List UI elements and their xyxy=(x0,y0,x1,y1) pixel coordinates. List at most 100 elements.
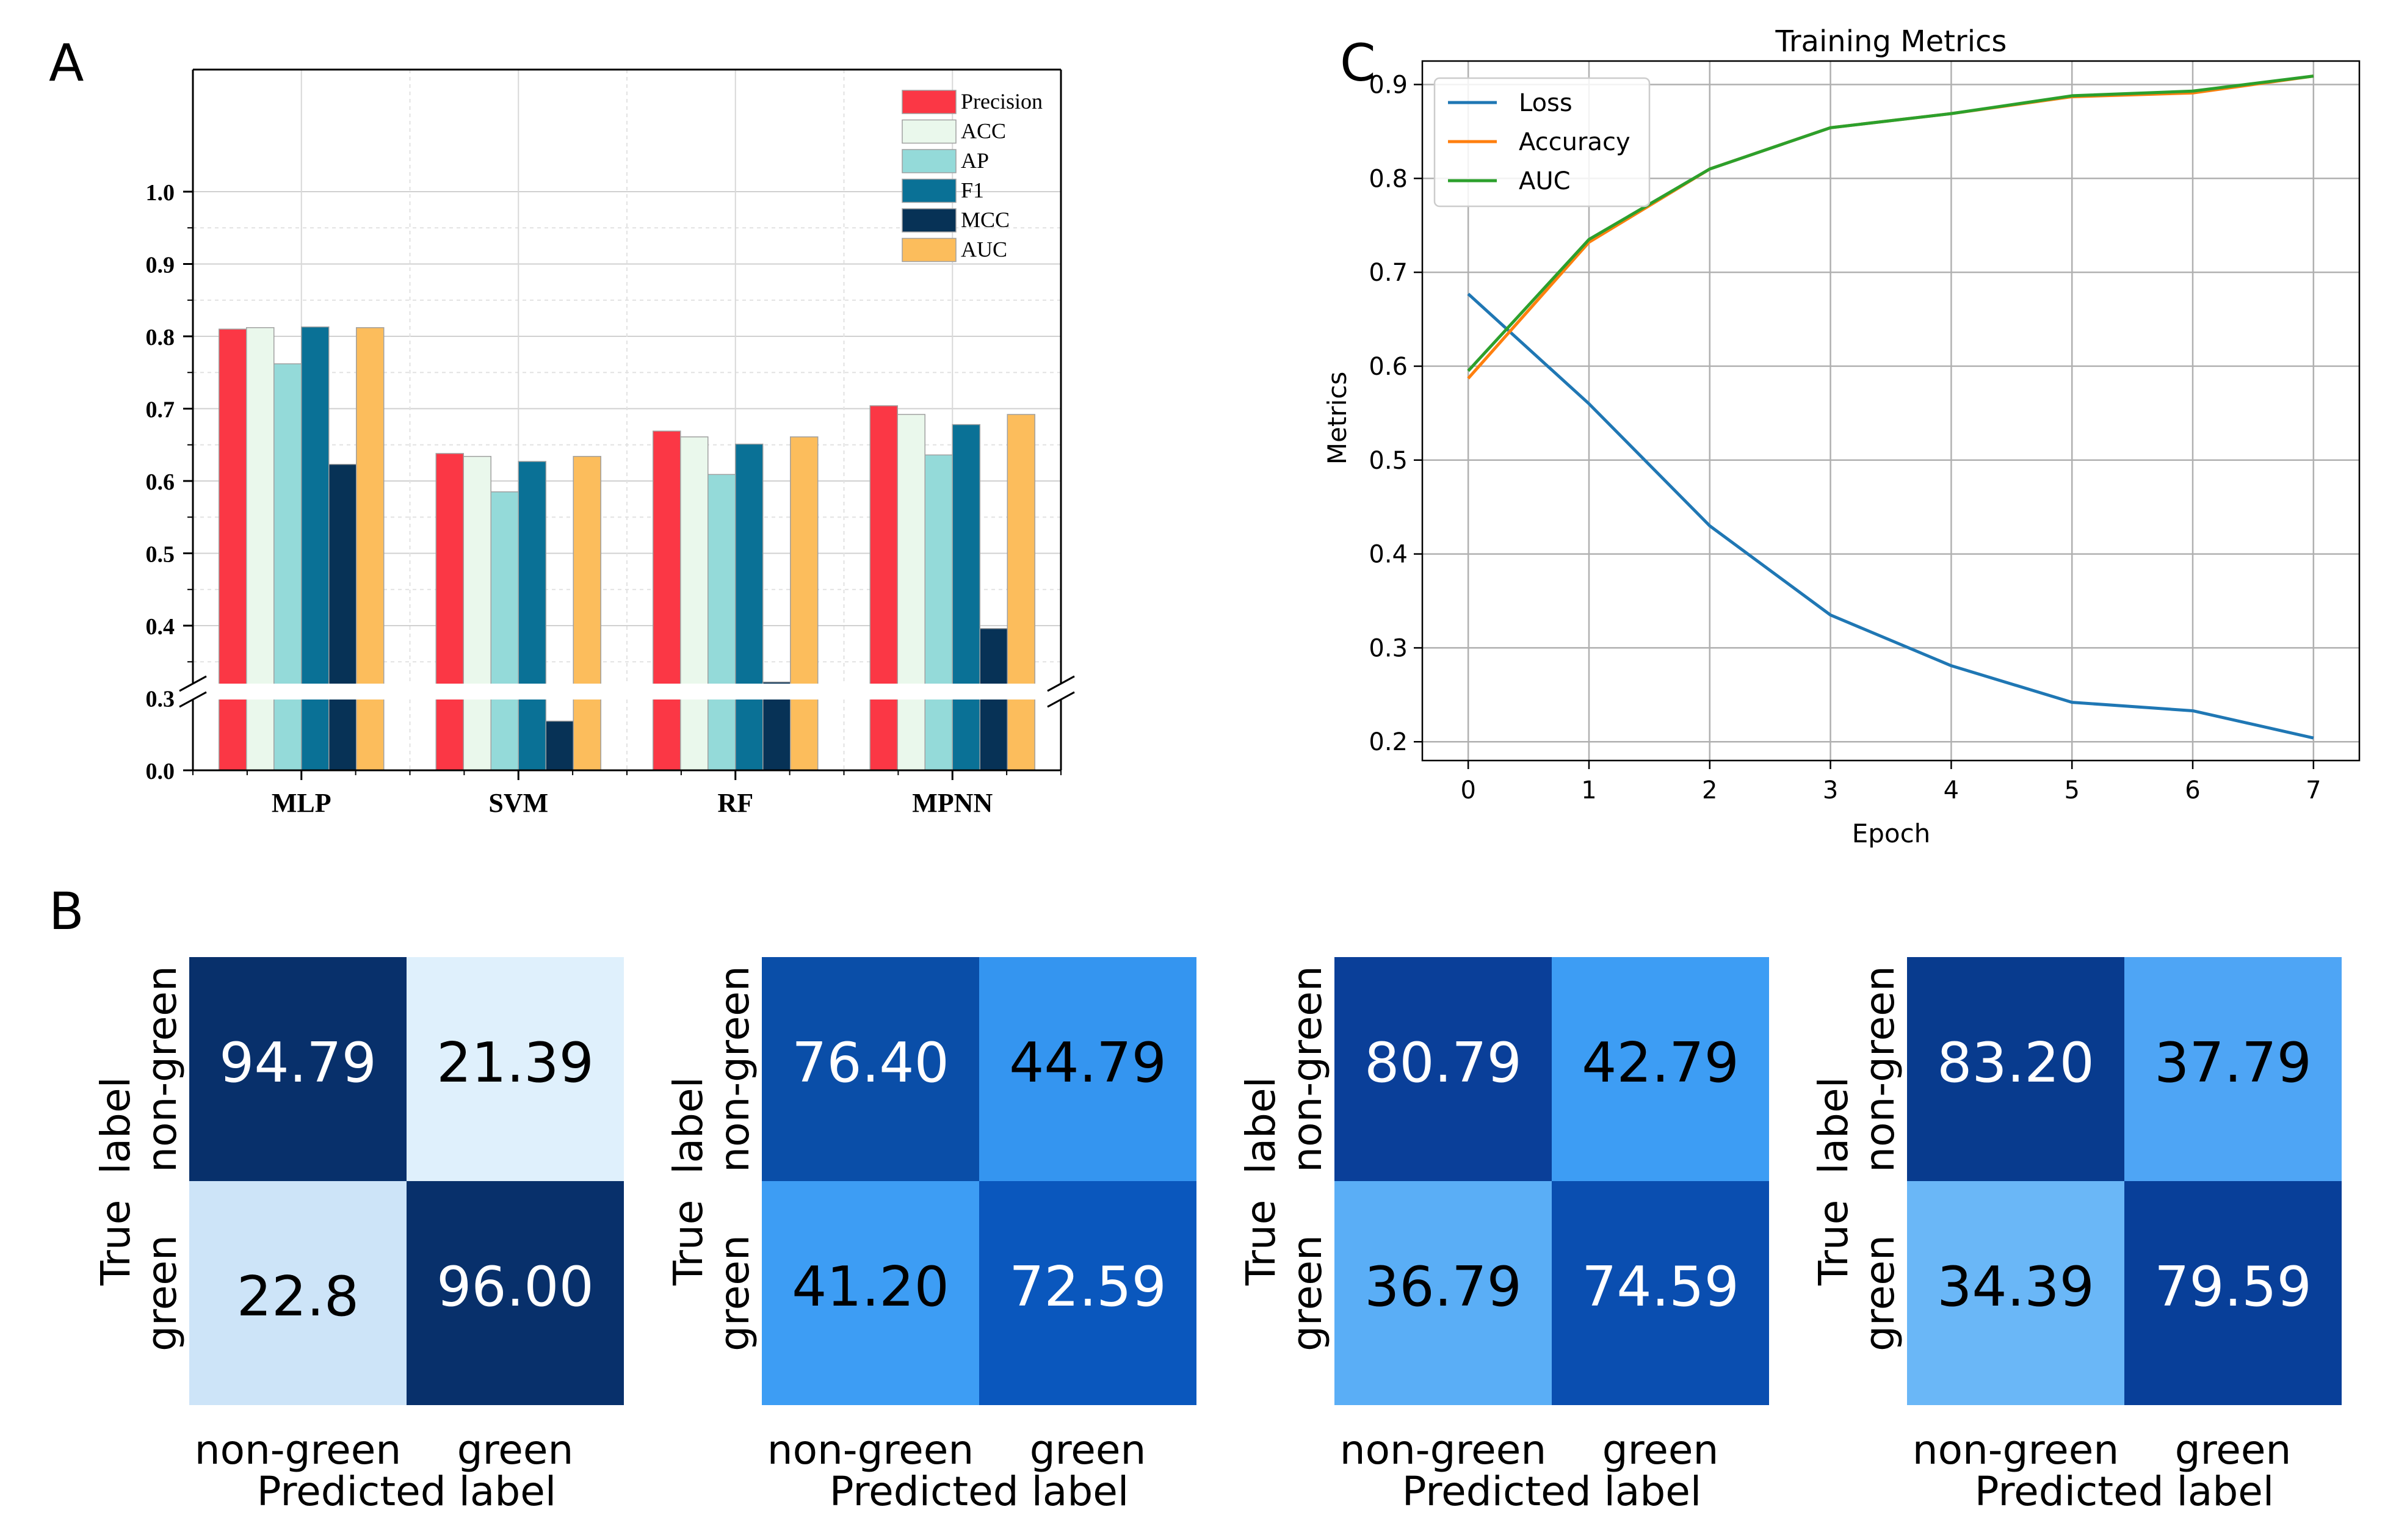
bar-mpnn-auc xyxy=(1007,414,1035,771)
matrix-y-axis-label: True label xyxy=(1237,1077,1284,1286)
matrix-y-tick-label: green xyxy=(711,1235,758,1351)
matrix-y-tick-label: non-green xyxy=(1284,966,1331,1172)
bar-mlp-f1 xyxy=(301,326,330,771)
matrix-x-tick-label: non-green xyxy=(1913,1426,2119,1473)
bar-category-label: SVM xyxy=(488,788,548,818)
line-chart-panel: Training Metrics Epoch Metrics 0 1 2 3 4 5 6 70… xyxy=(1322,24,2361,848)
matrix-cell xyxy=(1334,957,1552,1181)
bar-y-tick-label: 0.0 xyxy=(146,759,175,784)
line-y-tick-label: 0.6 xyxy=(1369,353,1408,381)
bar-rf-precision xyxy=(653,430,681,771)
matrix-y-tick-label: green xyxy=(1856,1235,1903,1351)
matrix-x-tick-label: non-green xyxy=(1340,1426,1546,1473)
bar-svm-f1 xyxy=(518,461,546,771)
legend-label-mcc: MCC xyxy=(961,208,1010,232)
line-legend-label-loss: Loss xyxy=(1519,89,1573,117)
matrix-cell xyxy=(1552,957,1769,1181)
line-chart-title: Training Metrics xyxy=(1775,24,2007,59)
axis-break-band xyxy=(181,684,1073,700)
line-y-tick-label: 0.2 xyxy=(1369,728,1408,756)
bar-rf-auc xyxy=(790,436,819,771)
line-chart-series xyxy=(1467,74,2314,740)
line-x-tick-label: 7 xyxy=(2306,776,2321,804)
line-x-tick-label: 2 xyxy=(1702,776,1717,804)
legend-swatch-f1 xyxy=(902,178,957,203)
line-chart-ylabel: Metrics xyxy=(1322,372,1352,465)
bar-mpnn-acc xyxy=(897,414,925,771)
bar-chart-legend: Precision ACC AP F1 MCC AUC xyxy=(902,89,1043,262)
matrix-cell xyxy=(2124,957,2342,1181)
matrix-cell xyxy=(762,957,979,1181)
line-x-tick-label: 0 xyxy=(1460,776,1475,804)
bar-category-label: RF xyxy=(717,788,753,818)
matrix-cell xyxy=(2124,1181,2342,1405)
axis-break-mark xyxy=(1047,675,1075,692)
matrix-x-axis-label: Predicted label xyxy=(830,1468,1129,1515)
bar-mlp-auc xyxy=(356,327,385,771)
matrix-cell-value: 41.20 xyxy=(792,1255,949,1319)
legend-label-ap: AP xyxy=(961,148,989,173)
bar-rf-f1 xyxy=(735,443,764,771)
bar-mlp-precision xyxy=(219,328,247,771)
bar-mlp-mcc xyxy=(328,463,357,771)
legend-label-acc: ACC xyxy=(961,119,1006,143)
bar-y-tick-label: 0.5 xyxy=(146,542,175,568)
matrix-cell xyxy=(1907,1181,2124,1405)
matrix-x-tick-label: non-green xyxy=(195,1426,401,1473)
bar-rf-acc xyxy=(680,436,709,771)
matrix-y-tick-label: non-green xyxy=(1856,966,1903,1172)
bar-y-tick-label: 0.9 xyxy=(146,253,175,278)
matrix-cell xyxy=(407,1181,624,1405)
matrix-x-tick-label: green xyxy=(457,1426,574,1473)
matrix-y-tick-label: green xyxy=(1284,1235,1331,1351)
matrix-x-tick-label: green xyxy=(1030,1426,1146,1473)
matrix-cell xyxy=(189,957,407,1181)
bar-svm-mcc xyxy=(545,720,574,771)
matrix-cell-value: 37.79 xyxy=(2154,1031,2312,1095)
panel-label-b: B xyxy=(49,881,84,941)
line-series-auc xyxy=(1467,74,2314,372)
line-y-tick-label: 0.4 xyxy=(1369,541,1408,569)
matrix-y-axis-label: True label xyxy=(92,1077,139,1286)
legend-label-precision: Precision xyxy=(961,89,1043,114)
line-legend-label-accuracy: Accuracy xyxy=(1519,128,1630,156)
confusion-matrix-4: 83.20 37.79 34.39 79.59 non-green green Predic… xyxy=(1810,957,2342,1515)
legend-label-f1: F1 xyxy=(961,178,984,203)
bar-y-tick-label: 0.6 xyxy=(146,469,175,495)
line-x-tick-label: 1 xyxy=(1581,776,1596,804)
matrix-cell xyxy=(1334,1181,1552,1405)
matrix-cell-value: 76.40 xyxy=(792,1031,949,1095)
legend-swatch-mcc xyxy=(902,208,957,233)
legend-swatch-ap xyxy=(902,149,957,173)
line-plot-frame xyxy=(1421,60,2361,762)
matrix-cell xyxy=(979,957,1196,1181)
matrix-cell xyxy=(1552,1181,1769,1405)
bar-svm-acc xyxy=(463,455,491,771)
matrix-cell-value: 80.79 xyxy=(1364,1031,1522,1095)
line-legend-box xyxy=(1433,77,1651,208)
bar-mpnn-precision xyxy=(869,405,898,771)
matrix-x-tick-label: non-green xyxy=(767,1426,974,1473)
matrix-cell-value: 83.20 xyxy=(1937,1031,2094,1095)
matrix-cell-value: 79.59 xyxy=(2154,1255,2312,1319)
matrix-cell-value: 74.59 xyxy=(1582,1255,1739,1319)
bar-mpnn-f1 xyxy=(952,424,980,771)
line-y-tick-label: 0.9 xyxy=(1369,71,1408,99)
legend-swatch-auc xyxy=(902,237,957,262)
bar-y-tick-label: 1.0 xyxy=(146,180,175,206)
panel-label-c: C xyxy=(1340,33,1376,93)
matrix-cell xyxy=(189,1181,407,1405)
matrix-cell xyxy=(407,957,624,1181)
bar-svm-ap xyxy=(490,491,519,771)
matrix-x-axis-label: Predicted label xyxy=(1975,1468,2274,1515)
line-chart-legend: Loss Accuracy AUC xyxy=(1433,77,1651,208)
line-x-tick-label: 6 xyxy=(2185,776,2200,804)
matrix-y-axis-label: True label xyxy=(1810,1077,1857,1286)
matrix-cell-value: 34.39 xyxy=(1937,1255,2094,1319)
panel-label-a: A xyxy=(49,33,84,93)
bar-svm-auc xyxy=(573,455,601,771)
line-y-tick-label: 0.5 xyxy=(1369,447,1408,475)
